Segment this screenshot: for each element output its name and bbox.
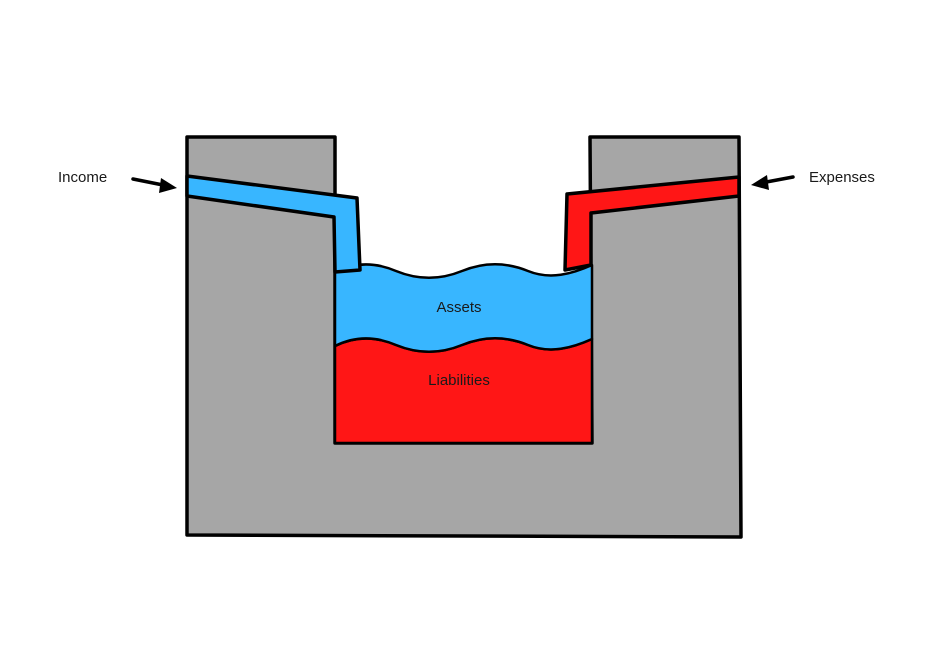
liabilities-label: Liabilities <box>428 372 490 389</box>
expenses-label: Expenses <box>809 169 875 186</box>
expenses-arrow-icon <box>751 175 795 190</box>
income-pipe <box>185 174 362 274</box>
liabilities-liquid <box>333 337 594 445</box>
expenses-pipe <box>563 175 741 272</box>
assets-liquid <box>333 263 594 353</box>
income-arrow-icon <box>131 177 177 193</box>
assets-label: Assets <box>436 299 481 316</box>
income-label: Income <box>58 169 107 186</box>
